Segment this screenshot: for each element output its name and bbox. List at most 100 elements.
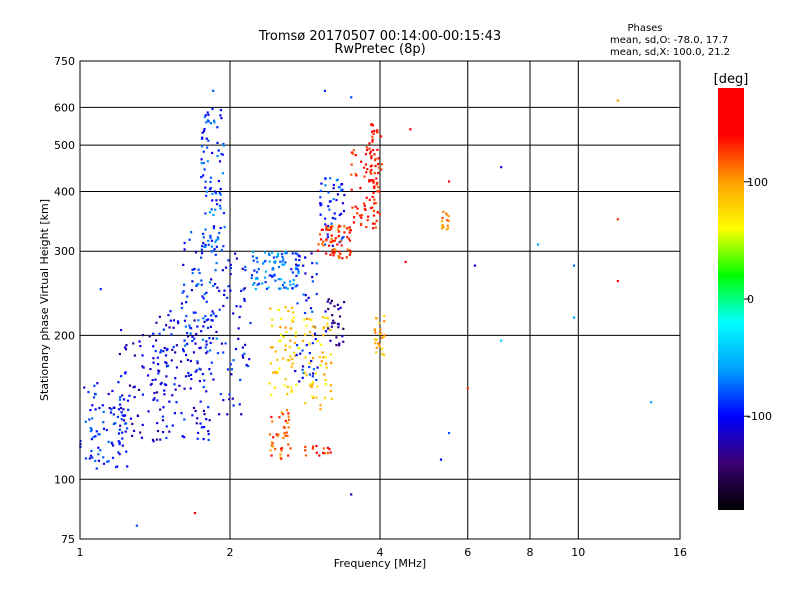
- data-point: [186, 331, 189, 335]
- data-point: [281, 255, 284, 258]
- data-point: [243, 287, 246, 290]
- data-point: [148, 335, 151, 338]
- data-point: [341, 188, 344, 191]
- data-point: [209, 186, 212, 190]
- data-point: [257, 282, 261, 285]
- data-point: [193, 319, 196, 322]
- data-point: [187, 371, 190, 375]
- data-point: [286, 421, 289, 425]
- data-point: [375, 219, 378, 222]
- data-point: [286, 392, 289, 396]
- data-point: [311, 381, 314, 384]
- data-point: [117, 432, 121, 435]
- data-point: [348, 239, 352, 242]
- data-point: [363, 204, 366, 207]
- data-point: [222, 351, 225, 354]
- colorbar-tick-label: 0: [747, 293, 754, 306]
- data-point: [376, 211, 379, 214]
- data-point: [189, 373, 193, 377]
- data-point: [367, 215, 370, 218]
- data-point: [284, 344, 287, 347]
- y-tick-label: 300: [54, 245, 75, 258]
- data-point: [191, 268, 194, 271]
- data-point: [215, 314, 218, 318]
- data-point: [153, 391, 156, 395]
- y-tick-label: 100: [54, 473, 75, 486]
- data-point: [290, 390, 293, 394]
- data-point: [171, 348, 174, 351]
- data-point: [117, 408, 121, 411]
- data-point: [213, 121, 216, 124]
- data-point: [184, 325, 187, 328]
- data-point: [278, 416, 281, 419]
- data-point: [196, 437, 199, 440]
- data-point: [338, 230, 341, 233]
- data-point: [220, 342, 224, 345]
- data-point: [102, 410, 105, 414]
- data-point: [229, 289, 232, 292]
- data-point: [373, 198, 376, 201]
- data-point: [216, 126, 219, 129]
- data-point: [212, 337, 215, 340]
- data-point: [174, 377, 177, 380]
- data-point: [280, 317, 283, 321]
- data-point: [95, 467, 98, 470]
- data-point: [317, 243, 320, 246]
- data-point: [192, 311, 195, 314]
- data-point: [153, 397, 156, 400]
- data-point: [122, 398, 126, 401]
- data-point: [364, 153, 368, 156]
- data-point: [204, 180, 207, 183]
- data-point: [227, 285, 230, 288]
- data-point: [227, 259, 230, 262]
- data-point: [370, 179, 373, 182]
- data-point: [102, 456, 105, 459]
- data-point: [304, 356, 307, 359]
- data-point: [191, 272, 194, 275]
- data-point: [442, 210, 445, 213]
- data-point: [330, 325, 333, 328]
- data-point: [139, 344, 142, 348]
- data-point: [217, 149, 220, 152]
- x-tick-label: 6: [464, 546, 471, 559]
- data-point: [120, 418, 123, 421]
- data-point: [187, 374, 190, 377]
- data-point: [291, 311, 295, 314]
- data-point: [124, 422, 127, 425]
- data-point: [404, 260, 407, 264]
- data-point: [348, 253, 351, 256]
- data-point: [341, 257, 344, 260]
- data-point: [203, 320, 206, 323]
- data-point: [374, 226, 377, 229]
- data-point: [368, 142, 371, 145]
- data-point: [291, 362, 294, 365]
- data-point: [112, 413, 115, 416]
- data-point: [218, 289, 221, 293]
- data-point: [122, 419, 126, 422]
- data-point: [301, 365, 305, 368]
- data-point: [221, 172, 225, 175]
- data-point: [291, 271, 295, 274]
- data-point: [312, 372, 315, 375]
- data-point: [204, 114, 207, 117]
- data-point: [341, 335, 344, 338]
- data-point: [284, 326, 287, 329]
- data-point: [177, 321, 180, 325]
- data-point: [251, 255, 255, 258]
- data-point: [276, 370, 279, 374]
- data-point: [149, 367, 152, 371]
- data-point: [284, 378, 287, 381]
- data-point: [212, 225, 216, 228]
- data-point: [203, 379, 206, 382]
- data-point: [197, 268, 200, 271]
- data-point: [281, 284, 285, 287]
- data-point: [321, 242, 324, 246]
- data-point: [279, 325, 282, 329]
- data-point: [220, 249, 223, 252]
- data-point: [309, 307, 313, 310]
- data-point: [256, 260, 259, 263]
- data-point: [149, 383, 152, 386]
- data-point: [283, 263, 286, 266]
- data-point: [124, 371, 127, 374]
- data-point: [242, 356, 245, 359]
